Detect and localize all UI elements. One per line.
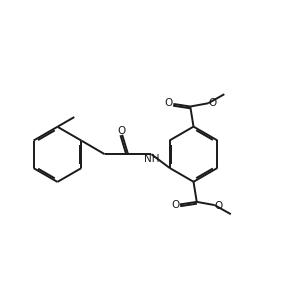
Text: O: O [208, 98, 216, 108]
Text: O: O [117, 126, 126, 136]
Text: O: O [171, 200, 180, 210]
Text: O: O [165, 98, 173, 108]
Text: NH: NH [144, 154, 160, 164]
Text: O: O [215, 201, 223, 211]
